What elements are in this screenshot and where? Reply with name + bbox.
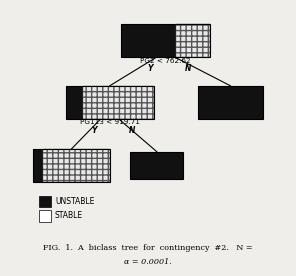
Bar <box>39 196 52 208</box>
Bar <box>198 86 263 119</box>
Text: PG113 < 919.71: PG113 < 919.71 <box>80 119 140 125</box>
Text: PG2 < 762.62: PG2 < 762.62 <box>140 57 191 63</box>
Bar <box>176 24 210 57</box>
Text: FIG.  1.  A  biclass  tree  for  contingency  #2.   N =: FIG. 1. A biclass tree for contingency #… <box>43 244 253 252</box>
Bar <box>176 24 210 57</box>
Bar <box>121 24 176 57</box>
Bar <box>121 24 210 57</box>
Bar <box>43 149 110 182</box>
Bar <box>65 86 154 119</box>
Text: UNSTABLE: UNSTABLE <box>55 197 94 206</box>
Text: STABLE: STABLE <box>55 211 83 221</box>
Bar <box>130 152 183 179</box>
Text: Y: Y <box>147 64 152 73</box>
Text: Y: Y <box>91 126 96 135</box>
Bar <box>83 86 154 119</box>
Bar <box>33 149 110 182</box>
Bar <box>198 86 263 119</box>
Text: N: N <box>128 126 135 135</box>
Bar <box>43 149 110 182</box>
Bar <box>130 152 183 179</box>
Bar <box>83 86 154 119</box>
Text: N: N <box>185 64 191 73</box>
Bar <box>33 149 43 182</box>
Bar <box>39 210 52 222</box>
Text: α = 0.0001.: α = 0.0001. <box>124 258 172 266</box>
Bar <box>65 86 83 119</box>
